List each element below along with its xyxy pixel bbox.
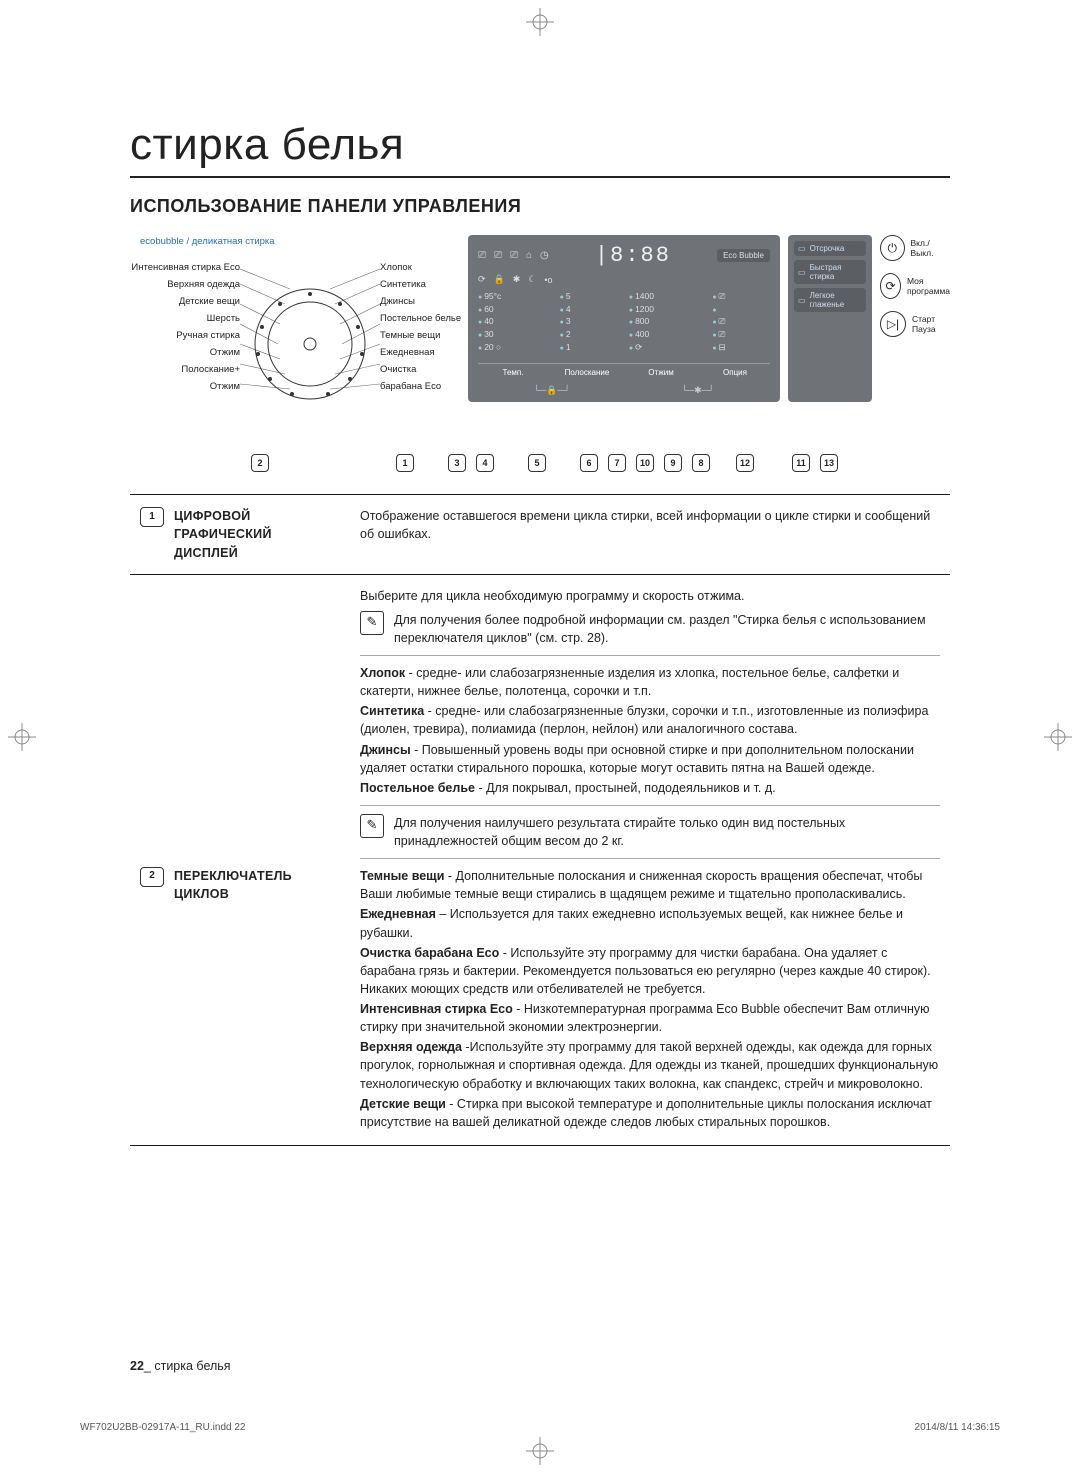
callout-number: 9 [664, 454, 682, 472]
callout-number: 4 [476, 454, 494, 472]
divider [360, 805, 940, 806]
note-block: ✎ Для получения наилучшего результата ст… [360, 814, 940, 850]
program-desc: Детские вещи - Стирка при высокой темпер… [360, 1095, 940, 1131]
program-desc: Ежедневная – Используется для таких ежед… [360, 905, 940, 941]
note-icon: ✎ [360, 611, 384, 635]
lock-icon: ⌂ [526, 250, 532, 261]
registration-mark-icon [526, 1437, 554, 1465]
print-file: WF702U2BB-02917A-11_RU.indd 22 [80, 1422, 245, 1433]
status-icons-row: ⎚ ⎚ ⎚ ⌂ ◷ [478, 250, 549, 261]
divider [360, 858, 940, 859]
callout-number: 3 [448, 454, 466, 472]
side-options: ▭Отсрочка ▭Быстрая стирка ▭Легкое глажен… [788, 235, 872, 402]
intro-text: Выберите для цикла необходимую программу… [360, 587, 940, 605]
dial-label: Шерсть [130, 310, 240, 327]
control-panel-diagram: ecobubble / деликатная стирка [130, 235, 950, 444]
program-desc: Хлопок - средне- или слабозагрязненные и… [360, 664, 940, 700]
print-date: 2014/8/11 14:36:15 [915, 1422, 1000, 1433]
wash-icon: ⎚ [478, 250, 486, 261]
my-program-icon: ⟳ [880, 273, 901, 299]
quick-wash-option: ▭Быстрая стирка [794, 260, 866, 284]
note-text: Для получения наилучшего результата стир… [394, 814, 940, 850]
program-desc: Джинсы - Повышенный уровень воды при осн… [360, 741, 940, 777]
lock-sub-icon: └─🔒─┘ [534, 385, 571, 396]
row-label: ЦИФРОВОЙ ГРАФИЧЕСКИЙ ДИСПЛЕЙ [174, 507, 272, 561]
section-heading: ИСПОЛЬЗОВАНИЕ ПАНЕЛИ УПРАВЛЕНИЯ [130, 196, 950, 217]
description-table: 1 ЦИФРОВОЙ ГРАФИЧЕСКИЙ ДИСПЛЕЙ Отображен… [130, 494, 950, 1146]
note-block: ✎ Для получения более подробной информац… [360, 611, 940, 647]
delay-option: ▭Отсрочка [794, 241, 866, 256]
option-headers: Темп.ПолосканиеОтжимОпция [478, 363, 770, 377]
manual-page: стирка белья ИСПОЛЬЗОВАНИЕ ПАНЕЛИ УПРАВЛ… [0, 0, 1080, 1473]
callout-number: 11 [792, 454, 810, 472]
program-desc: Постельное белье - Для покрывал, простын… [360, 779, 940, 797]
start-pause-button: ▷|Старт Пауза [880, 311, 950, 337]
dial-label: Полоскание+ Отжим [130, 361, 240, 395]
power-icon: ⏻ [880, 235, 905, 261]
callout-number: 1 [396, 454, 414, 472]
page-title: стирка белья [130, 120, 950, 178]
panel-buttons: ⏻Вкл./Выкл. ⟳Моя программа ▷|Старт Пауза [880, 235, 950, 402]
divider [360, 655, 940, 656]
dial-label: Отжим [130, 344, 240, 361]
display-panel-diagram: ⎚ ⎚ ⎚ ⌂ ◷ |8:88 Eco Bubble ⟳🔒✱☾•o 95°c51400… [468, 235, 950, 444]
dial-label: Детские вещи [130, 293, 240, 310]
dial-label: Ручная стирка [130, 327, 240, 344]
my-program-button: ⟳Моя программа [880, 273, 950, 299]
note-icon: ✎ [360, 814, 384, 838]
program-desc: Верхняя одежда -Используйте эту программ… [360, 1038, 940, 1092]
program-desc: Интенсивная стирка Eco - Низкотемператур… [360, 1000, 940, 1036]
registration-mark-icon [1044, 723, 1072, 751]
registration-mark-icon [526, 8, 554, 36]
timer-icon: ◷ [540, 250, 549, 261]
eco-bubble-indicator: Eco Bubble [717, 249, 770, 262]
status-icons-row-2: ⟳🔒✱☾•o [478, 274, 770, 285]
time-display: |8:88 [595, 243, 671, 268]
page-footer: 22_ стирка белья [130, 1359, 231, 1373]
callout-number: 10 [636, 454, 654, 472]
print-meta: WF702U2BB-02917A-11_RU.indd 22 2014/8/11… [80, 1422, 1000, 1433]
callout-number: 5 [528, 454, 546, 472]
lcd-display: ⎚ ⎚ ⎚ ⌂ ◷ |8:88 Eco Bubble ⟳🔒✱☾•o 95°c51400… [468, 235, 780, 402]
row-number: 1 [140, 507, 164, 527]
callout-number: 2 [251, 454, 269, 472]
row-label: ПЕРЕКЛЮЧАТЕЛЬ ЦИКЛОВ [174, 867, 292, 903]
program-desc: Синтетика - средне- или слабозагрязненны… [360, 702, 940, 738]
cycle-dial-diagram: ecobubble / деликатная стирка [130, 235, 450, 444]
power-button: ⏻Вкл./Выкл. [880, 235, 950, 261]
rinse-icon: ⎚ [494, 250, 502, 261]
mute-sub-icon: └─✱─┘ [681, 385, 714, 396]
callout-number: 12 [736, 454, 754, 472]
program-desc: Очистка барабана Eco - Используйте эту п… [360, 944, 940, 998]
dial-top-label: ecobubble / деликатная стирка [140, 235, 450, 249]
note-text: Для получения более подробной информации… [394, 611, 940, 647]
play-pause-icon: ▷| [880, 311, 906, 337]
dial-label: Верхняя одежда [130, 276, 240, 293]
callout-number: 7 [608, 454, 626, 472]
dial-label: Интенсивная стирка Eco [130, 259, 240, 276]
callout-number: 8 [692, 454, 710, 472]
callout-numbers-row: 2 1 3 4 5 6 7 10 9 8 12 11 13 [130, 454, 950, 472]
easy-iron-option: ▭Легкое глаженье [794, 288, 866, 312]
options-grid: 95°c51400⎚ 6041200 403800⎚ 302400⎚ 20 ○1… [478, 291, 770, 353]
row-number: 2 [140, 867, 164, 887]
program-desc: Темные вещи - Дополнительные полоскания … [360, 867, 940, 903]
registration-mark-icon [8, 723, 36, 751]
callout-number: 13 [820, 454, 838, 472]
row-body: Отображение оставшегося времени цикла ст… [350, 495, 950, 574]
table-row: 1 ЦИФРОВОЙ ГРАФИЧЕСКИЙ ДИСПЛЕЙ Отображен… [130, 495, 950, 574]
spin-icon: ⎚ [510, 250, 518, 261]
callout-number: 6 [580, 454, 598, 472]
table-row: 2 ПЕРЕКЛЮЧАТЕЛЬ ЦИКЛОВ Выберите для цикл… [130, 574, 950, 1145]
